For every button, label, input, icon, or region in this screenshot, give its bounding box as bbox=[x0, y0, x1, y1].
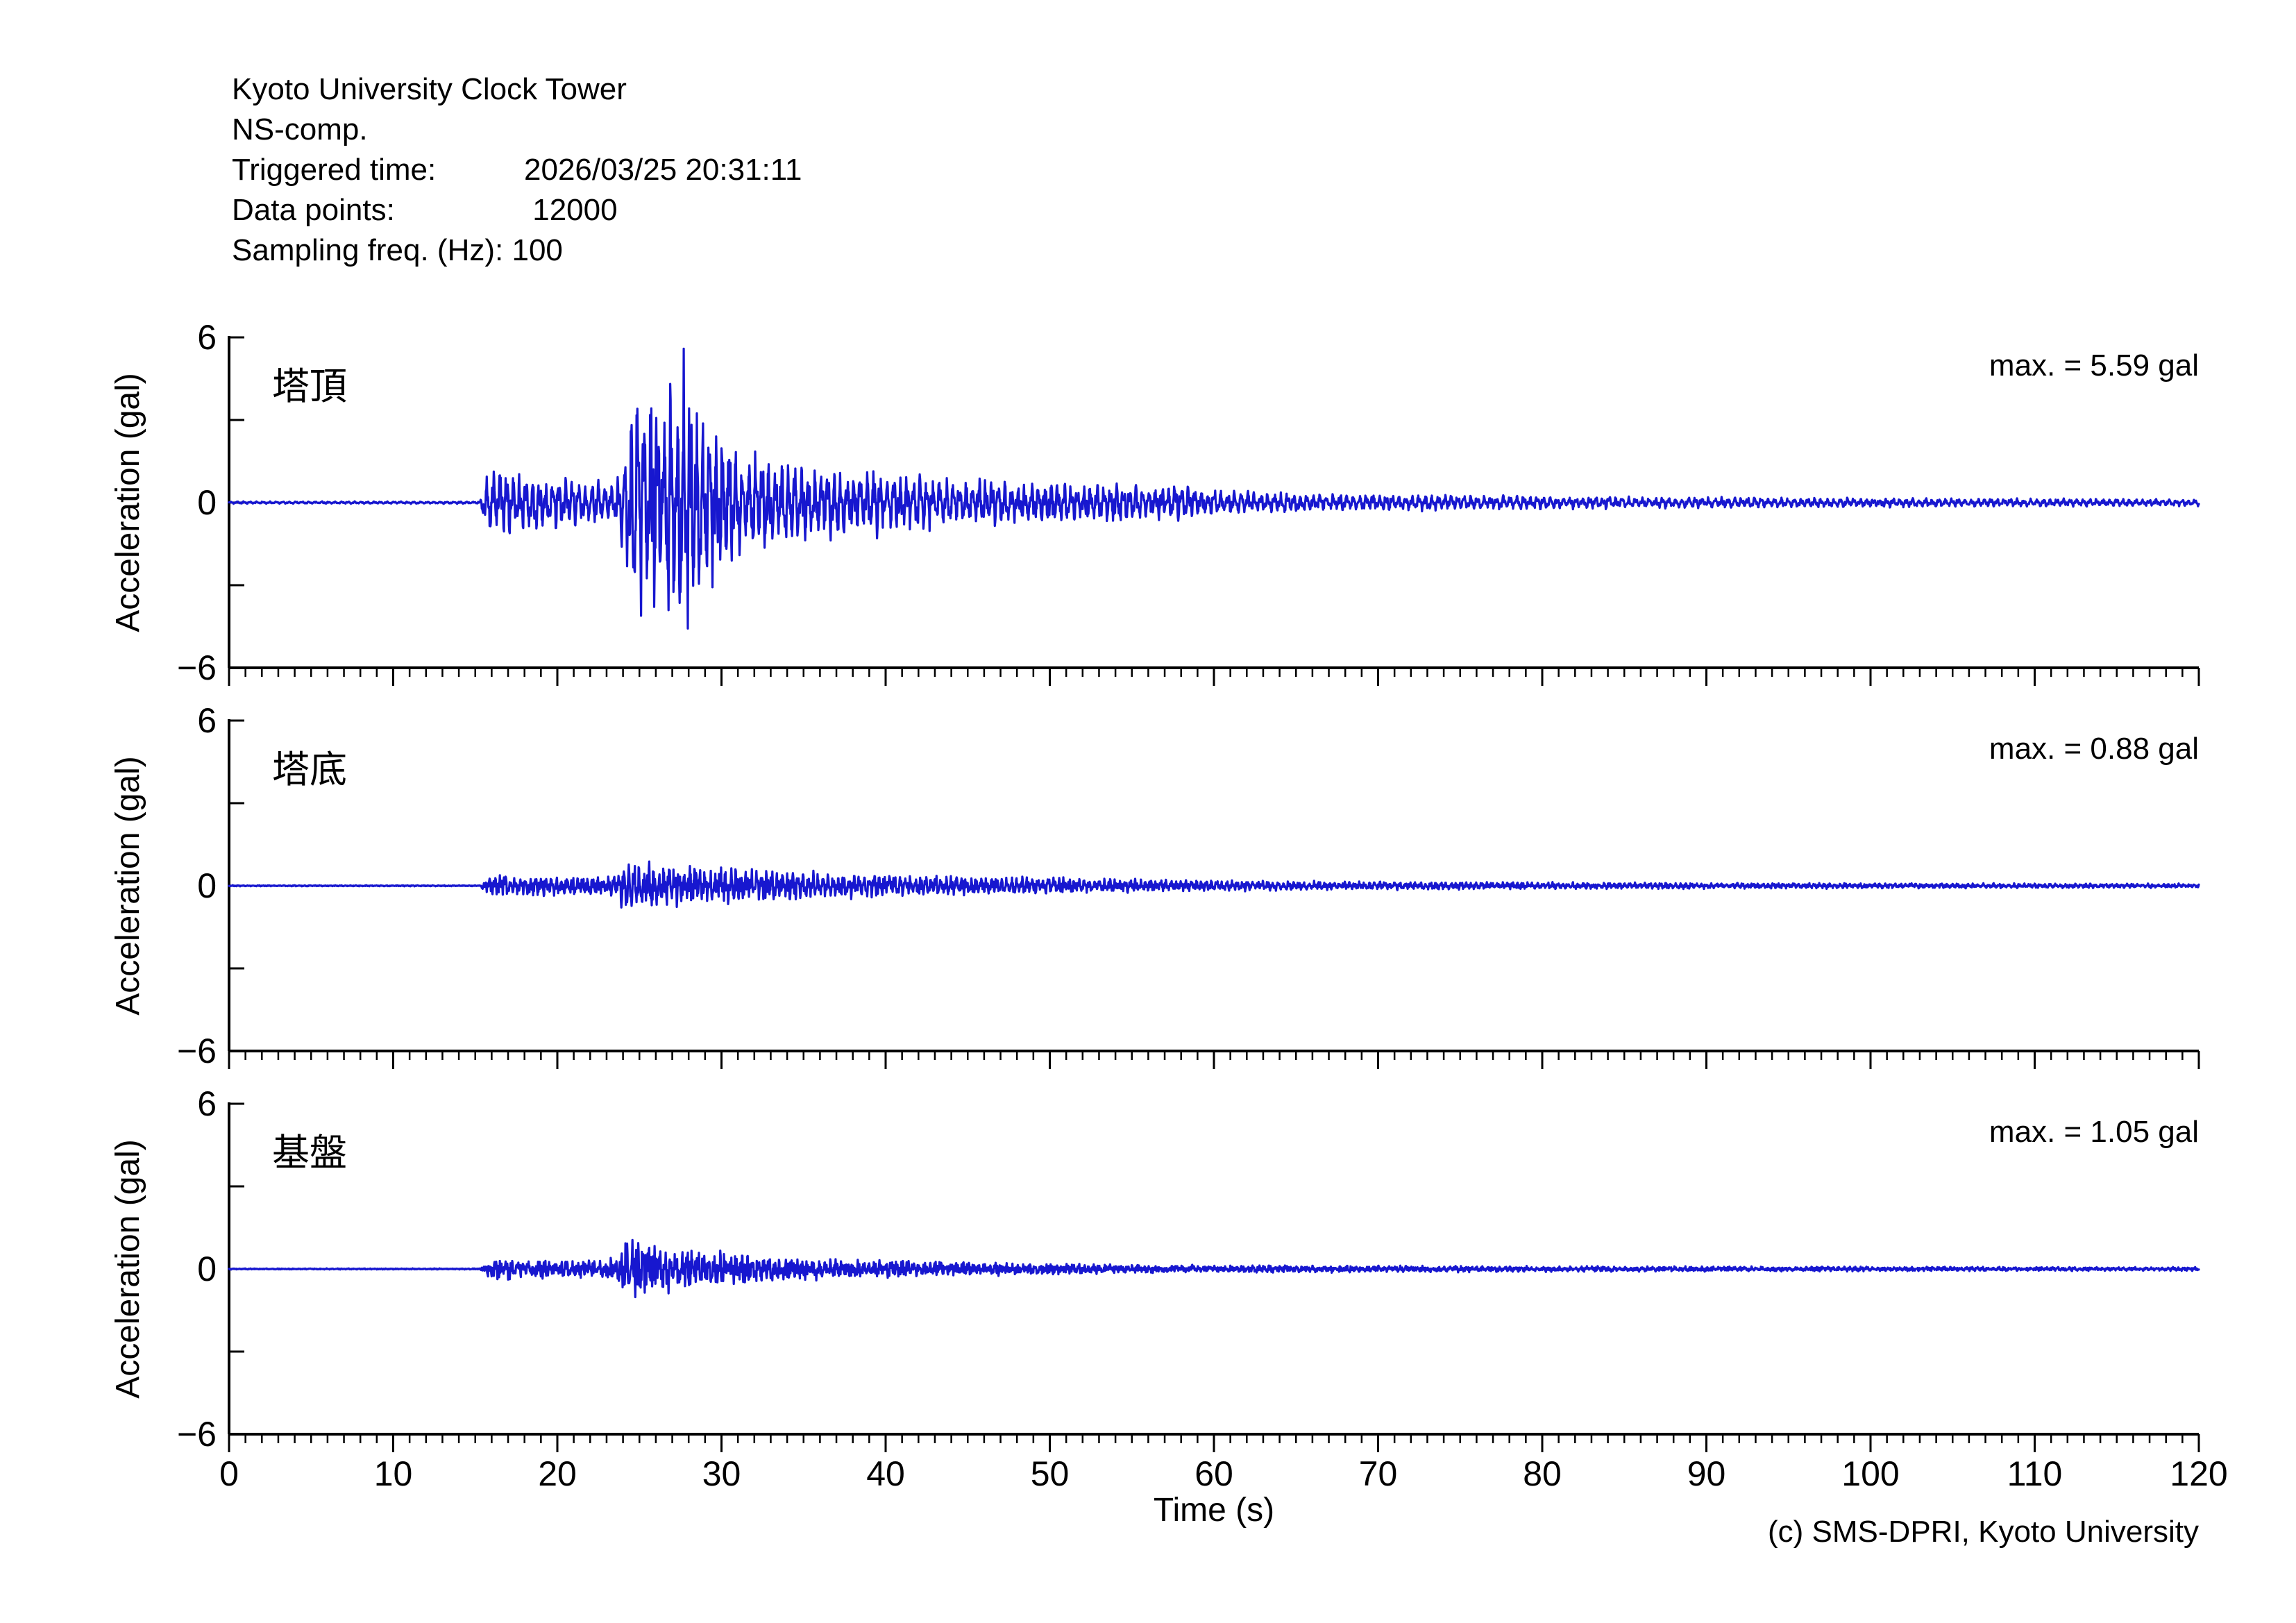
max-value-label-tower-top: max. = 5.59 gal bbox=[1989, 348, 2199, 382]
x-tick-label: 100 bbox=[1841, 1454, 1900, 1493]
waveform-plot-foundation bbox=[228, 1102, 2200, 1452]
x-axis-title: Time (s) bbox=[1153, 1492, 1275, 1529]
x-tick-label: 0 bbox=[219, 1454, 239, 1493]
x-tick-label: 90 bbox=[1687, 1454, 1726, 1493]
y-tick-label-0: 0 bbox=[197, 483, 217, 522]
data-points-row: Data points: 12000 bbox=[232, 190, 802, 230]
x-tick-label: 110 bbox=[2007, 1454, 2063, 1493]
y-tick-label-6: 6 bbox=[197, 318, 217, 357]
x-tick-label: 80 bbox=[1523, 1454, 1562, 1493]
triggered-time-value: 2026/03/25 20:31:11 bbox=[524, 153, 802, 187]
sampling-freq-value: 100 bbox=[512, 233, 563, 267]
trace-label-tower-top: 塔頂 bbox=[272, 366, 347, 407]
panel-tower-base: Acceleration (gal) 6 0 −6 塔底 max. = 0.88… bbox=[0, 703, 2296, 1069]
x-tick-label: 40 bbox=[866, 1454, 905, 1493]
max-value-label-foundation: max. = 1.05 gal bbox=[1989, 1115, 2199, 1149]
acceleration-trace bbox=[228, 1238, 2200, 1299]
y-tick-label-6: 6 bbox=[197, 1084, 217, 1123]
station-title: Kyoto University Clock Tower bbox=[232, 72, 627, 106]
record-header: Kyoto University Clock Tower NS-comp. Tr… bbox=[232, 69, 802, 271]
y-tick-label-6: 6 bbox=[197, 701, 217, 740]
x-tick-label: 60 bbox=[1195, 1454, 1233, 1493]
panel-tower-top: Acceleration (gal) 6 0 −6 塔頂 max. = 5.59… bbox=[0, 319, 2296, 686]
waveform-plot-tower-top bbox=[228, 336, 2200, 686]
panel-foundation: Acceleration (gal) 6 0 −6 基盤 max. = 1.05… bbox=[0, 1086, 2296, 1452]
y-tick-label-0: 0 bbox=[197, 1250, 217, 1288]
triggered-time-row: Triggered time: 2026/03/25 20:31:11 bbox=[232, 150, 802, 190]
x-tick-label: 120 bbox=[2170, 1454, 2228, 1493]
x-tick-label: 20 bbox=[538, 1454, 577, 1493]
trace-label-tower-base: 塔底 bbox=[272, 749, 347, 791]
x-tick-label: 70 bbox=[1358, 1454, 1398, 1493]
y-tick-label-minus6: −6 bbox=[176, 1032, 217, 1070]
component-label: NS-comp. bbox=[232, 112, 368, 146]
max-value-label-tower-base: max. = 0.88 gal bbox=[1989, 732, 2199, 766]
data-points-value: 12000 bbox=[524, 193, 618, 227]
acceleration-trace bbox=[228, 347, 2200, 630]
trace-label-foundation: 基盤 bbox=[272, 1132, 347, 1174]
x-tick-label: 30 bbox=[702, 1454, 741, 1493]
acceleration-trace bbox=[228, 860, 2200, 909]
sampling-freq-label: Sampling freq. (Hz): bbox=[232, 233, 512, 267]
y-tick-label-minus6: −6 bbox=[176, 1415, 217, 1454]
copyright-text: (c) SMS-DPRI, Kyoto University bbox=[1768, 1515, 2199, 1549]
y-tick-label-0: 0 bbox=[197, 866, 217, 905]
x-tick-label: 50 bbox=[1030, 1454, 1070, 1493]
x-tick-label: 10 bbox=[373, 1454, 413, 1493]
waveform-plot-tower-base bbox=[228, 719, 2200, 1069]
sampling-freq-row: Sampling freq. (Hz): 100 bbox=[232, 230, 802, 271]
y-tick-label-minus6: −6 bbox=[176, 648, 217, 687]
data-points-label: Data points: bbox=[232, 193, 395, 227]
triggered-time-label: Triggered time: bbox=[232, 153, 437, 187]
